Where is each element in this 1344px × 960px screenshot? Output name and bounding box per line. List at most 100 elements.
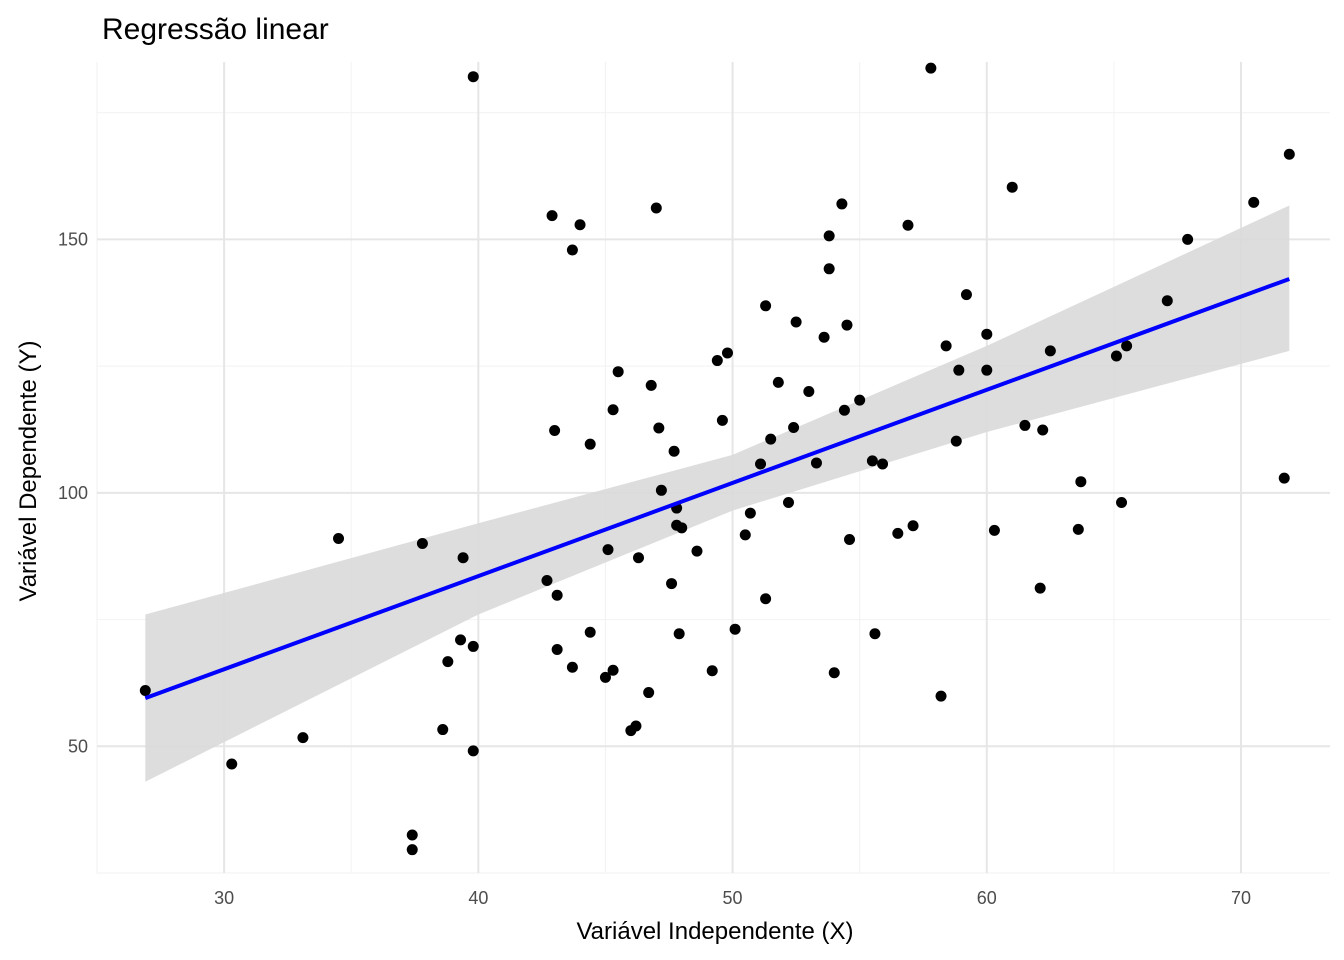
data-point xyxy=(467,745,479,757)
data-point xyxy=(838,404,850,416)
data-point xyxy=(823,263,835,275)
data-point xyxy=(925,62,937,74)
data-point xyxy=(844,533,856,545)
data-point xyxy=(1248,196,1260,208)
data-point xyxy=(333,532,345,544)
data-point xyxy=(541,575,553,587)
data-point xyxy=(935,690,947,702)
x-tick-label: 50 xyxy=(723,888,743,908)
data-point xyxy=(902,219,914,231)
data-point xyxy=(836,198,848,210)
data-point xyxy=(1037,424,1049,436)
data-point xyxy=(455,634,467,646)
data-point xyxy=(467,640,479,652)
data-point xyxy=(139,685,151,697)
data-point xyxy=(981,364,993,376)
data-point xyxy=(1019,419,1031,431)
data-point xyxy=(666,578,678,590)
data-point xyxy=(755,458,767,470)
data-point xyxy=(940,340,952,352)
data-point xyxy=(676,522,688,534)
data-point xyxy=(782,496,794,508)
data-point xyxy=(673,628,685,640)
data-point xyxy=(643,687,655,699)
data-point xyxy=(877,458,889,470)
data-point xyxy=(612,366,624,378)
data-point xyxy=(729,623,741,635)
y-tick-label: 50 xyxy=(68,736,88,756)
data-point xyxy=(549,424,561,436)
data-point xyxy=(744,507,756,519)
data-point xyxy=(1161,295,1173,307)
data-point xyxy=(566,661,578,673)
data-point xyxy=(953,364,965,376)
data-point xyxy=(1034,582,1046,594)
data-point xyxy=(1182,233,1194,245)
data-point xyxy=(1283,148,1295,160)
data-point xyxy=(551,643,563,655)
data-point xyxy=(711,355,723,367)
confidence-band xyxy=(145,205,1290,782)
data-point xyxy=(907,520,919,532)
x-axis-title: Variável Independente (X) xyxy=(576,918,853,945)
chart-title: Regressão linear xyxy=(102,13,329,46)
data-point xyxy=(653,422,665,434)
data-point xyxy=(810,457,822,469)
data-point xyxy=(823,230,835,242)
data-point xyxy=(457,552,469,564)
data-point xyxy=(546,210,558,222)
data-point xyxy=(892,527,904,539)
data-point xyxy=(650,202,662,214)
data-point xyxy=(416,538,428,550)
data-point xyxy=(551,589,563,601)
data-point xyxy=(818,331,830,343)
data-point xyxy=(467,71,479,83)
data-point xyxy=(607,664,619,676)
confidence-band-area xyxy=(145,205,1290,782)
data-points xyxy=(139,62,1295,856)
data-point xyxy=(866,455,878,467)
data-point xyxy=(1278,472,1290,484)
data-point xyxy=(584,438,596,450)
y-tick-label: 100 xyxy=(58,483,88,503)
data-point xyxy=(655,484,667,496)
x-tick-label: 30 xyxy=(214,888,234,908)
data-point xyxy=(721,347,733,359)
data-point xyxy=(668,445,680,457)
x-tick-label: 70 xyxy=(1231,888,1251,908)
data-point xyxy=(574,219,586,231)
data-point xyxy=(630,720,642,732)
data-point xyxy=(788,421,800,433)
data-point xyxy=(691,545,703,557)
x-tick-label: 40 xyxy=(468,888,488,908)
data-point xyxy=(602,544,614,556)
y-tick-label: 150 xyxy=(58,229,88,249)
data-point xyxy=(566,244,578,256)
data-point xyxy=(706,665,718,677)
data-point xyxy=(607,404,619,416)
data-point xyxy=(633,552,645,564)
data-point xyxy=(645,379,657,391)
data-point xyxy=(760,593,772,605)
data-point xyxy=(739,529,751,541)
data-point xyxy=(854,394,866,406)
data-point xyxy=(716,414,728,426)
data-point xyxy=(765,433,777,445)
data-point xyxy=(803,385,815,397)
data-point xyxy=(981,328,993,340)
data-point xyxy=(1072,523,1084,535)
data-point xyxy=(960,289,972,301)
data-point xyxy=(828,667,840,679)
data-point xyxy=(869,628,881,640)
data-point xyxy=(437,724,449,736)
data-point xyxy=(772,376,784,388)
data-point xyxy=(1075,476,1087,488)
data-point xyxy=(297,732,309,744)
data-point xyxy=(988,524,1000,536)
data-point xyxy=(599,671,611,683)
data-point xyxy=(584,626,596,638)
data-point xyxy=(226,758,238,770)
data-point xyxy=(1006,181,1018,193)
data-point xyxy=(442,656,454,668)
